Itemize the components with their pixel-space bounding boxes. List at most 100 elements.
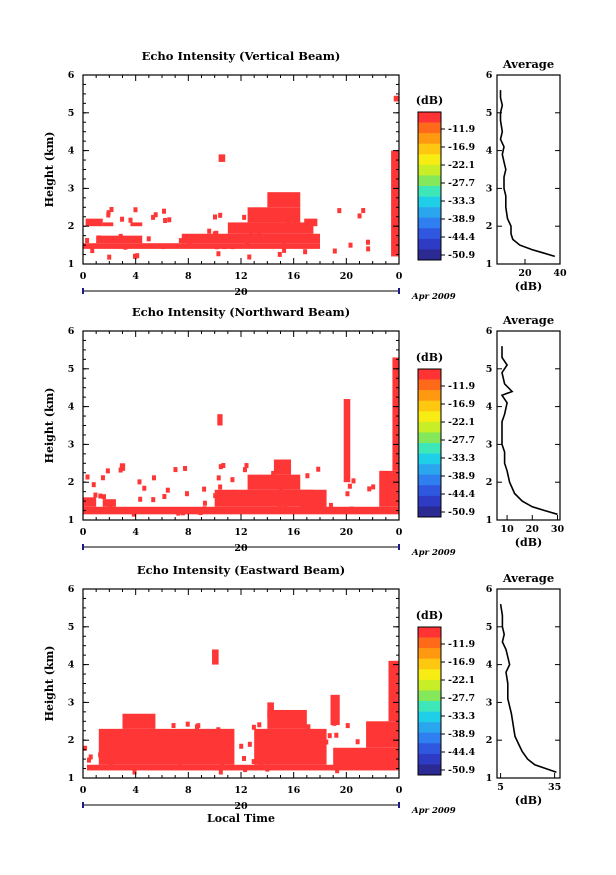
colorbar-level-label: -22.1 [448, 417, 475, 428]
echo-cell [161, 244, 166, 250]
echo-data [83, 649, 399, 775]
echo-cell [100, 475, 105, 481]
x-axis-label: Local Time [207, 812, 275, 825]
echo-cell [213, 507, 218, 513]
echo-cell [230, 244, 235, 250]
echo-cell [299, 745, 304, 751]
echo-cell [267, 507, 272, 513]
echo-cell [153, 212, 158, 218]
colorbar-frame [417, 368, 442, 518]
colorbar-swatch [418, 701, 441, 712]
echo-cell [247, 254, 252, 260]
colorbar-swatch [418, 764, 441, 776]
echo-cell [216, 251, 221, 257]
echo-cell [365, 239, 370, 245]
echo-cell [187, 238, 192, 244]
echo-cell [303, 249, 308, 255]
echo-cell [162, 208, 167, 214]
profile-y-tick-label: 6 [486, 70, 493, 81]
echo-cell [304, 218, 318, 227]
colorbar-level-label: -27.7 [448, 178, 475, 189]
echo-cell [202, 506, 207, 512]
x-tick-label: 0 [396, 527, 403, 538]
echo-cell [102, 222, 114, 227]
echo-cell [304, 224, 309, 230]
echo-cell [257, 722, 262, 728]
echo-cell [90, 248, 95, 254]
x-tick-label: 16 [287, 271, 301, 282]
colorbar-swatch [418, 143, 441, 155]
colorbar-level-label: -50.9 [448, 250, 475, 261]
colorbar-level-label: -38.9 [448, 729, 475, 740]
echo-cell [83, 497, 97, 507]
echo-cell [178, 761, 183, 767]
echo-cell [86, 764, 399, 771]
y-tick-label: 5 [68, 364, 75, 375]
colorbar-label: (dB) [416, 609, 443, 622]
month-label: Apr 2009 [411, 548, 456, 558]
profile-x-tick-label: 30 [551, 524, 565, 535]
x-tick-label: 0 [396, 785, 403, 796]
echo-cell [109, 207, 114, 213]
echo-cell [120, 216, 125, 222]
echo-cell [216, 727, 221, 733]
echo-cell [122, 734, 127, 740]
month-label: Apr 2009 [411, 806, 456, 816]
echo-cell [156, 757, 161, 763]
echo-cell [214, 489, 314, 507]
echo-cell [260, 492, 265, 498]
colorbar-level-label: -27.7 [448, 435, 475, 446]
echo-cell [344, 476, 349, 482]
x-tick-label: 16 [287, 527, 301, 538]
echo-cell [242, 755, 247, 761]
echo-cell [292, 221, 297, 227]
echo-cell [119, 463, 126, 471]
x-tick-label: 0 [80, 527, 87, 538]
echo-cell [221, 463, 226, 469]
colorbar-swatch [418, 648, 441, 660]
echo-cell [324, 739, 329, 745]
x-tick-label: 4 [132, 527, 139, 538]
profile-y-tick-label: 5 [486, 364, 493, 375]
echo-cell [137, 479, 142, 485]
colorbar-swatch [418, 453, 441, 465]
echo-cell [267, 192, 301, 208]
echo-cell [194, 724, 199, 730]
profile-y-tick-label: 4 [486, 660, 493, 671]
echo-cell [267, 702, 274, 718]
x-tick-label: 8 [185, 785, 192, 796]
colorbar-swatch [418, 485, 441, 497]
echo-cell [327, 733, 332, 739]
y-tick-label: 3 [68, 183, 75, 194]
colorbar-level-label: -11.9 [448, 381, 475, 392]
echo-cell [286, 219, 291, 225]
echo-cell [173, 467, 178, 473]
profile-x-tick-label: 40 [553, 268, 567, 279]
colorbar-swatch [418, 164, 441, 176]
echo-cell [249, 231, 254, 237]
y-tick-label: 5 [68, 622, 75, 633]
echo-cell [83, 243, 320, 249]
colorbar: (dB) -11.9 -16.9 -22.1 -27.7 -33.3 -38.9 -44.4 -… [416, 609, 476, 776]
echo-cell [279, 487, 284, 493]
echo-cell [178, 238, 183, 244]
profile-x-tick-label: 5 [497, 782, 504, 793]
colorbar-swatch [418, 421, 441, 433]
echo-cell [276, 492, 281, 498]
colorbar-swatch [418, 369, 441, 380]
colorbar-swatch [418, 474, 441, 486]
echo-cell [101, 494, 106, 500]
echo-cell [117, 243, 122, 249]
echo-cell [97, 235, 102, 241]
colorbar-swatch [418, 207, 441, 219]
echo-cell [151, 214, 156, 220]
profile-x-label: (dB) [515, 280, 542, 293]
colorbar-swatch [418, 732, 441, 744]
x-tick-label: 20 [340, 271, 354, 282]
echo-cell [242, 467, 247, 473]
profile-line [499, 90, 556, 258]
echo-cell [367, 739, 372, 745]
x-tick-label: 12 [234, 785, 247, 796]
